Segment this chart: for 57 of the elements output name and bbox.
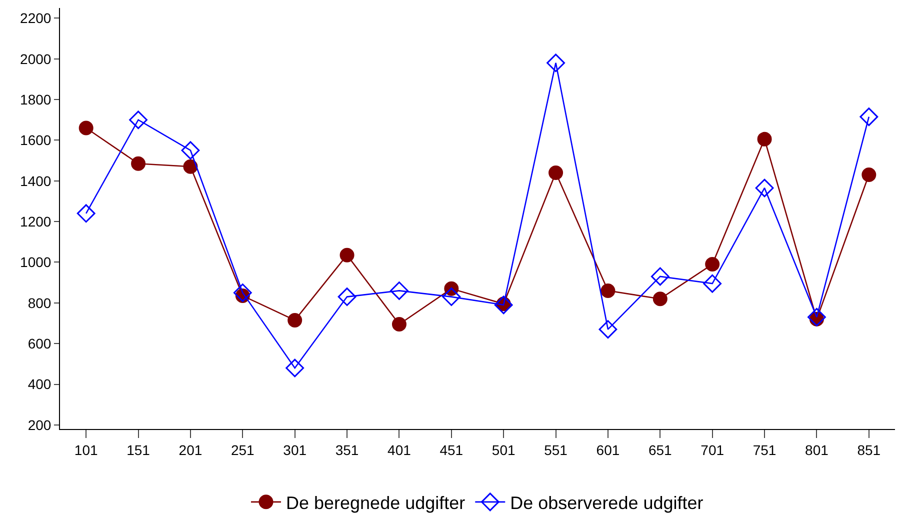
x-tick-label: 801 xyxy=(805,442,829,458)
y-tick-label: 1800 xyxy=(20,91,52,108)
point xyxy=(757,132,772,146)
point xyxy=(860,108,878,126)
x-tick-label: 551 xyxy=(544,442,568,458)
point xyxy=(78,120,94,136)
x-tick-label: 601 xyxy=(596,442,620,458)
y-tick-label: 1600 xyxy=(20,132,52,148)
x-tick-label: 251 xyxy=(230,442,255,458)
y-tick-label: 1000 xyxy=(20,254,52,270)
point xyxy=(442,288,461,306)
point xyxy=(703,274,722,293)
x-tick-label: 201 xyxy=(178,442,202,458)
y-tick-label: 1400 xyxy=(20,172,52,189)
x-tick-label: 451 xyxy=(440,442,464,458)
x-tick-label: 851 xyxy=(857,442,881,458)
x-tick-label: 751 xyxy=(752,442,776,458)
point xyxy=(76,204,96,223)
point xyxy=(181,141,200,160)
point xyxy=(652,292,668,306)
point xyxy=(286,358,304,378)
point xyxy=(494,296,513,314)
point xyxy=(392,317,406,332)
legend-label: De observerede udgifter xyxy=(510,492,704,513)
legend-label: De beregnede udgifter xyxy=(286,492,466,513)
y-tick-label: 2200 xyxy=(20,10,52,26)
point xyxy=(129,110,148,130)
y-tick-label: 600 xyxy=(28,335,52,352)
x-tick-label: 501 xyxy=(492,442,516,458)
y-tick-label: 2000 xyxy=(20,50,52,67)
y-tick-label: 800 xyxy=(28,294,52,311)
point xyxy=(338,288,356,306)
x-tick-label: 651 xyxy=(648,442,672,458)
y-tick-label: 400 xyxy=(28,376,52,392)
point xyxy=(131,156,146,171)
x-tick-label: 701 xyxy=(700,442,724,458)
point xyxy=(755,178,774,198)
point xyxy=(340,248,354,262)
point xyxy=(233,284,252,302)
point xyxy=(808,308,826,326)
y-tick-label: 200 xyxy=(28,416,52,433)
point xyxy=(390,282,408,300)
point xyxy=(288,312,302,328)
x-tick-label: 101 xyxy=(74,442,98,458)
point xyxy=(650,267,670,286)
point xyxy=(598,320,618,339)
x-tick-label: 351 xyxy=(335,442,359,458)
point xyxy=(862,168,876,182)
x-tick-label: 301 xyxy=(283,442,307,458)
point xyxy=(705,257,720,272)
point xyxy=(183,159,198,174)
x-tick-label: 151 xyxy=(126,442,150,458)
point xyxy=(600,283,616,298)
point xyxy=(546,54,565,72)
point xyxy=(548,165,564,180)
x-tick-label: 401 xyxy=(388,442,412,458)
y-tick-label: 1200 xyxy=(20,213,52,230)
